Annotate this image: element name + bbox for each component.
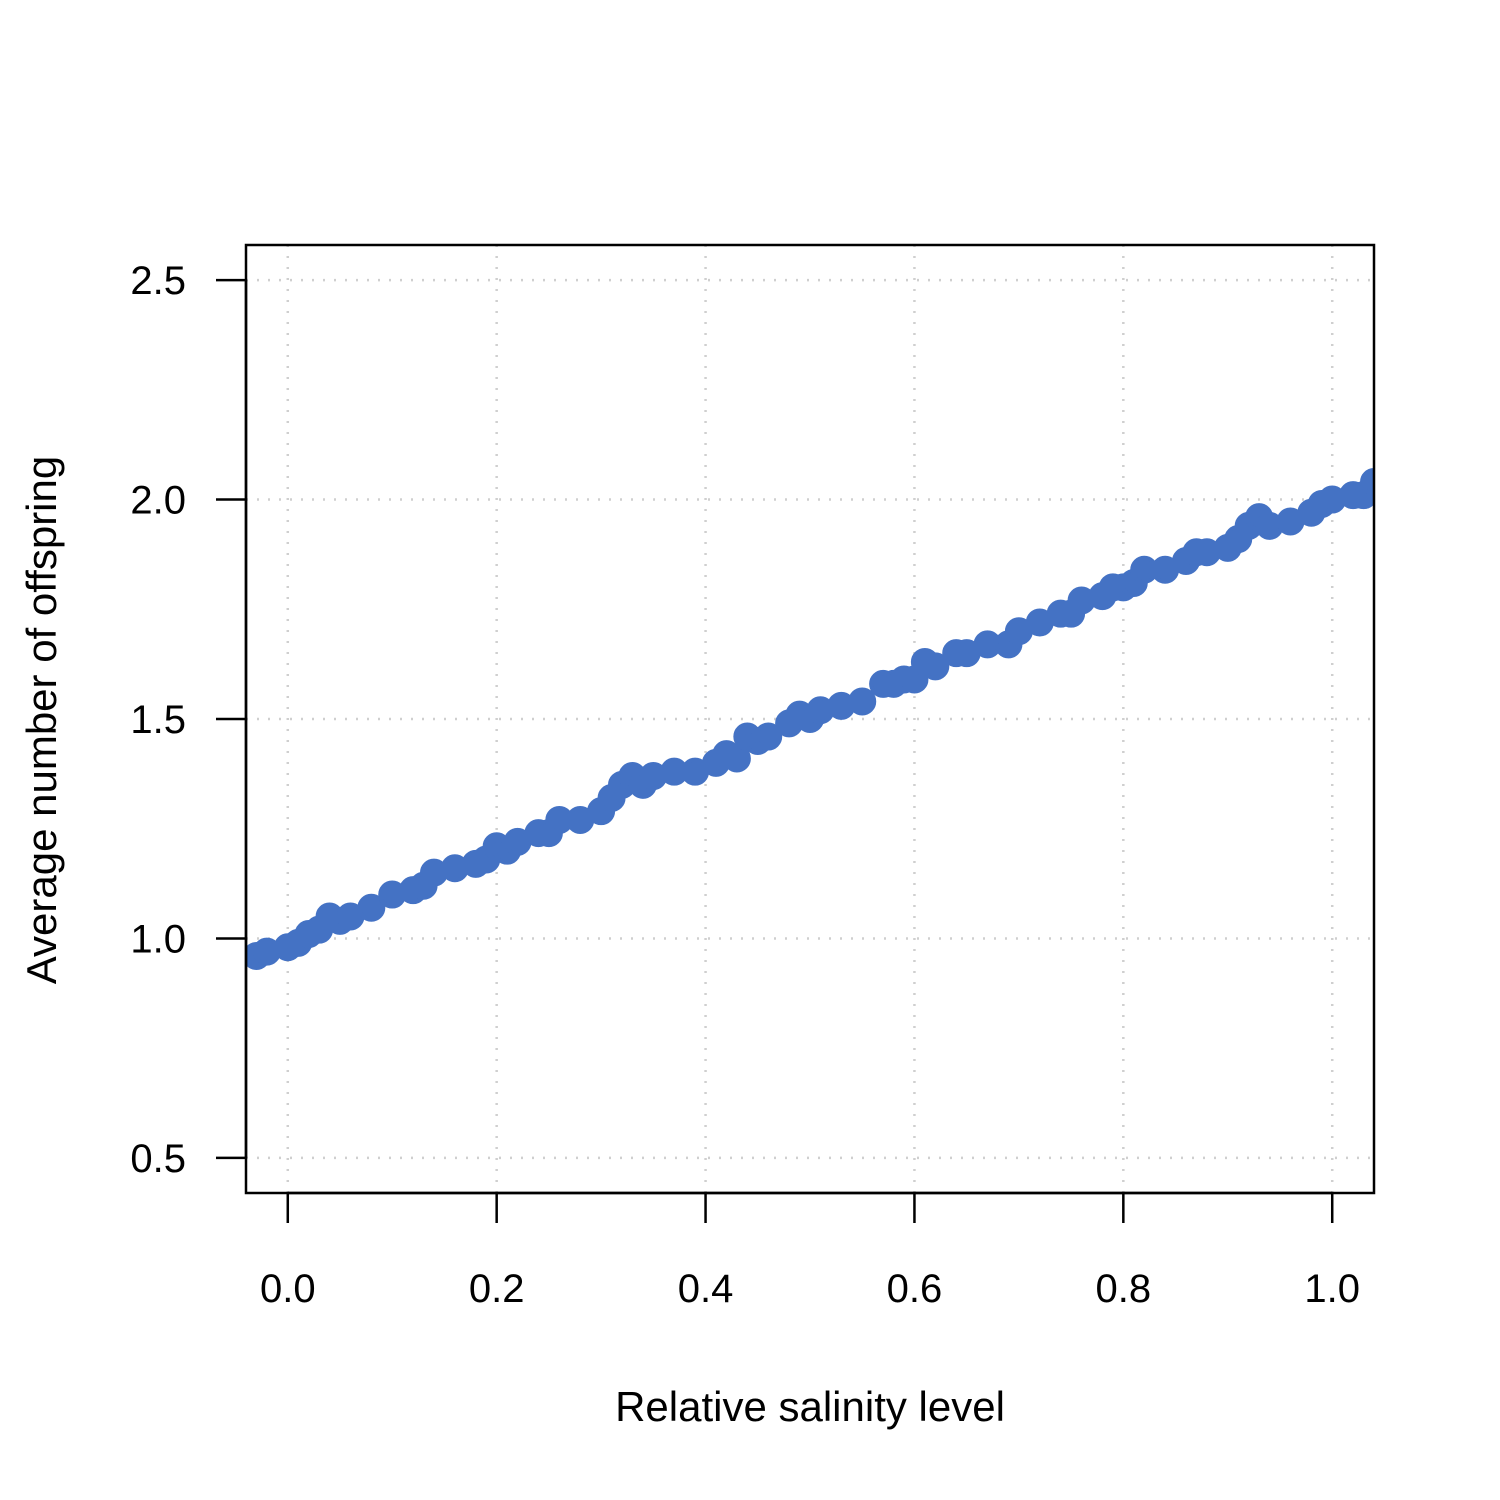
data-point bbox=[921, 652, 950, 681]
grid bbox=[246, 245, 1374, 1193]
y-tick-label: 2.0 bbox=[130, 479, 186, 523]
data-point bbox=[754, 722, 783, 751]
y-axis: 0.5 1.0 1.5 2.0 2.5 bbox=[130, 259, 248, 1181]
data-point bbox=[357, 893, 386, 922]
data-point bbox=[722, 744, 751, 773]
x-tick-label: 0.8 bbox=[1096, 1267, 1152, 1311]
data-point bbox=[848, 687, 877, 716]
x-tick-label: 0.2 bbox=[469, 1267, 525, 1311]
y-tick-label: 0.5 bbox=[130, 1137, 186, 1181]
data-points bbox=[246, 468, 1374, 970]
data-point bbox=[1360, 468, 1374, 496]
x-axis: 0.0 0.2 0.4 0.6 0.8 1.0 bbox=[260, 1191, 1360, 1311]
x-tick-label: 1.0 bbox=[1304, 1267, 1360, 1311]
y-axis-title: Average number of offspring bbox=[18, 456, 65, 984]
x-tick-label: 0.0 bbox=[260, 1267, 316, 1311]
y-tick-label: 2.5 bbox=[130, 259, 186, 303]
x-axis-title: Relative salinity level bbox=[615, 1383, 1005, 1430]
x-tick-label: 0.4 bbox=[678, 1267, 734, 1311]
y-tick-label: 1.0 bbox=[130, 917, 186, 961]
x-tick-label: 0.6 bbox=[887, 1267, 943, 1311]
y-tick-label: 1.5 bbox=[130, 698, 186, 742]
